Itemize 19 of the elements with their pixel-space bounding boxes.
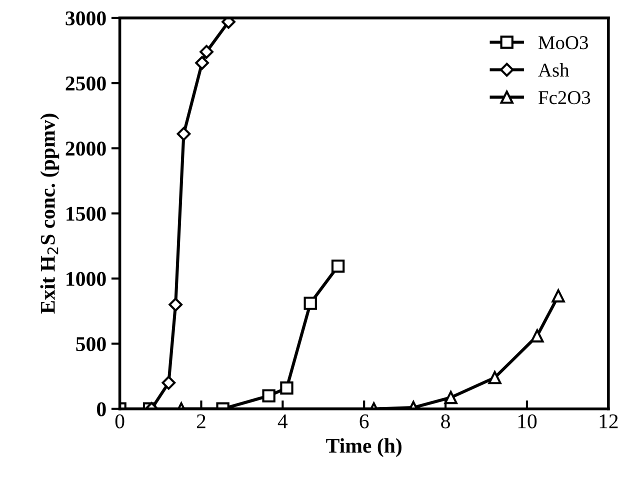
- legend-label: Fc2O3: [538, 91, 590, 104]
- x-tick-label: 6: [360, 414, 369, 428]
- x-tick-label: 12: [600, 414, 618, 428]
- x-tick-label: 8: [441, 414, 450, 428]
- y-tick-label: 2000: [66, 142, 106, 156]
- y-axis-title: Exit H$_{2}$S conc. (ppmv): [40, 114, 60, 314]
- legend-label: MoO3: [538, 36, 588, 50]
- x-axis-title: Time (h): [326, 438, 402, 458]
- x-tick-label: 4: [278, 414, 288, 428]
- x-tick-label: 10: [518, 414, 537, 428]
- y-tick-label: 500: [76, 337, 106, 352]
- y-tick-label: 1500: [66, 206, 106, 221]
- y-tick-label: 0: [96, 402, 106, 416]
- y-tick-label: 1000: [66, 272, 106, 286]
- x-tick-label: 2: [196, 414, 206, 428]
- y-tick-label: 3000: [66, 11, 106, 26]
- y-tick-label: 2500: [66, 76, 106, 91]
- legend-label: Ash: [538, 63, 570, 77]
- x-tick-label: 0: [115, 414, 124, 428]
